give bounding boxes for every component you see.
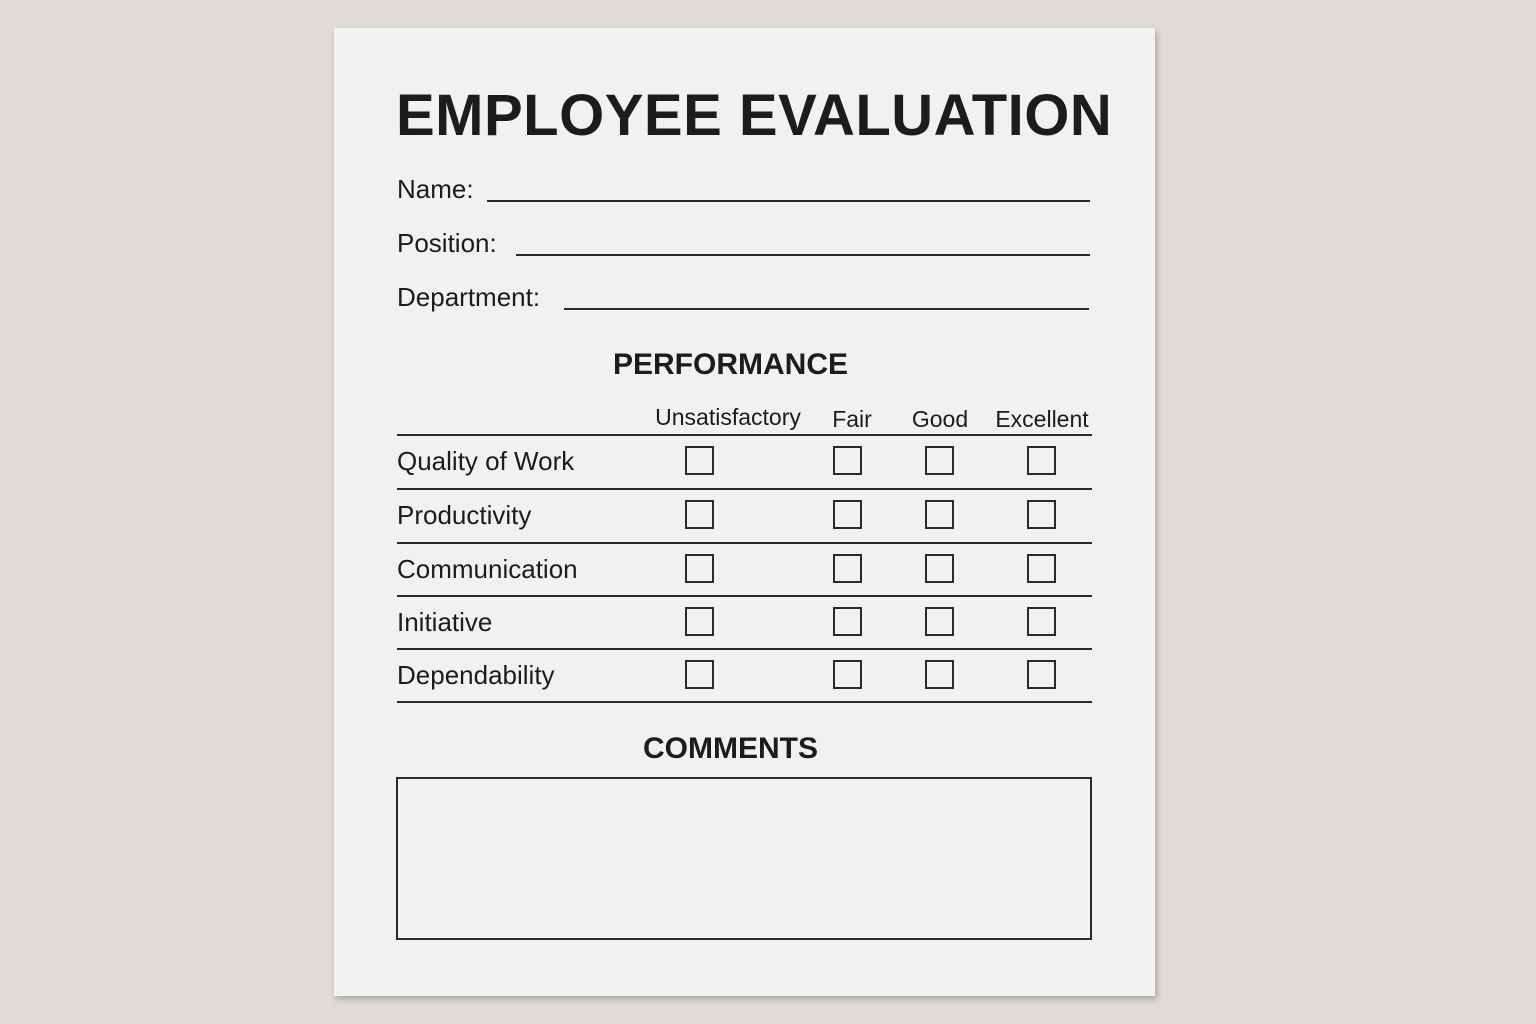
rating-checkbox-good[interactable] <box>925 446 954 475</box>
rating-checkbox-fair[interactable] <box>833 446 862 475</box>
rating-checkbox-excellent[interactable] <box>1027 446 1056 475</box>
position-label: Position: <box>397 228 497 258</box>
row-label: Communication <box>397 554 578 584</box>
row-label: Dependability <box>397 660 555 690</box>
rating-checkbox-fair[interactable] <box>833 660 862 689</box>
table-rule <box>397 488 1092 490</box>
rating-checkbox-unsatisfactory[interactable] <box>685 554 714 583</box>
rating-checkbox-unsatisfactory[interactable] <box>685 660 714 689</box>
rating-checkbox-excellent[interactable] <box>1027 554 1056 583</box>
form-title: EMPLOYEE EVALUATION <box>396 83 1113 148</box>
table-rule <box>397 701 1092 703</box>
column-fair: Fair <box>832 406 872 432</box>
rating-checkbox-unsatisfactory[interactable] <box>685 607 714 636</box>
column-unsatisfactory: Unsatisfactory <box>655 404 801 430</box>
rating-checkbox-good[interactable] <box>925 607 954 636</box>
row-label: Initiative <box>397 607 493 637</box>
name-field[interactable] <box>487 200 1090 202</box>
rating-checkbox-excellent[interactable] <box>1027 607 1056 636</box>
rating-checkbox-fair[interactable] <box>833 554 862 583</box>
comments-heading: COMMENTS <box>643 732 818 765</box>
rating-checkbox-good[interactable] <box>925 660 954 689</box>
evaluation-form: EMPLOYEE EVALUATION Name: Position: Depa… <box>334 28 1155 996</box>
row-label: Quality of Work <box>397 446 575 476</box>
rating-checkbox-good[interactable] <box>925 500 954 529</box>
rating-checkbox-good[interactable] <box>925 554 954 583</box>
column-excellent: Excellent <box>995 406 1089 432</box>
name-label: Name: <box>397 174 474 204</box>
rating-checkbox-unsatisfactory[interactable] <box>685 500 714 529</box>
table-rule <box>397 434 1092 436</box>
department-field[interactable] <box>564 308 1089 310</box>
table-rule <box>397 542 1092 544</box>
position-field[interactable] <box>516 254 1090 256</box>
table-rule <box>397 648 1092 650</box>
rating-checkbox-fair[interactable] <box>833 607 862 636</box>
performance-heading: PERFORMANCE <box>612 348 848 381</box>
column-good: Good <box>911 406 969 432</box>
row-label: Productivity <box>397 500 532 530</box>
department-label: Department: <box>397 282 541 312</box>
rating-checkbox-fair[interactable] <box>833 500 862 529</box>
comments-box[interactable] <box>396 777 1092 940</box>
rating-checkbox-unsatisfactory[interactable] <box>685 446 714 475</box>
rating-checkbox-excellent[interactable] <box>1027 500 1056 529</box>
rating-checkbox-excellent[interactable] <box>1027 660 1056 689</box>
table-rule <box>397 595 1092 597</box>
